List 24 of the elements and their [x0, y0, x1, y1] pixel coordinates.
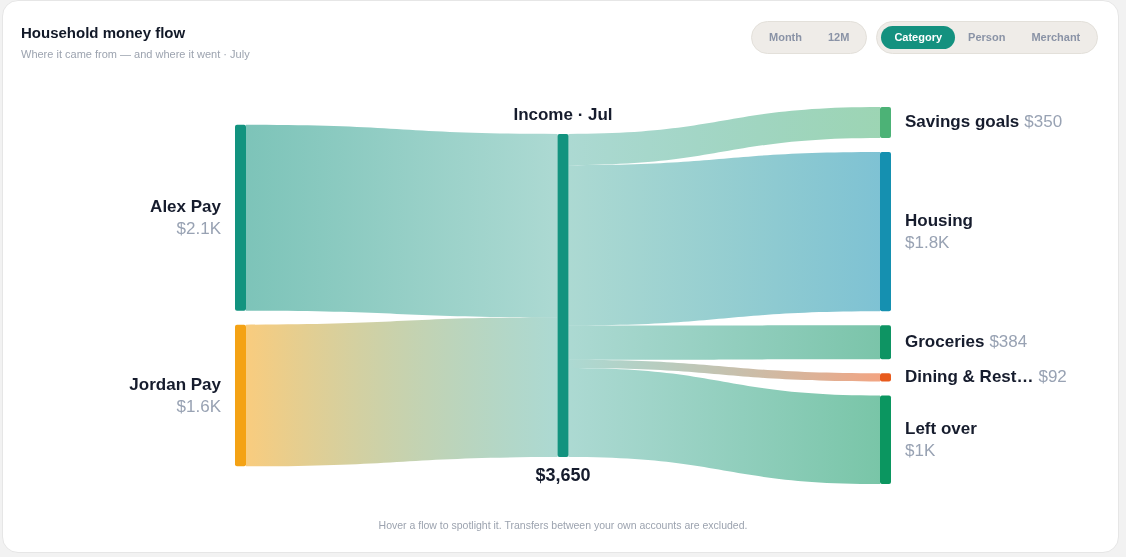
data-label: $1.6K	[176, 397, 222, 417]
text: Where it came from — and where it went · July	[21, 48, 250, 60]
text: Merchant	[1030, 30, 1082, 45]
text: Household money flow	[21, 24, 186, 41]
data-label: $1K	[905, 441, 936, 461]
text: Hover a flow to spotlight it. Transfers between your own accounts are excluded.	[377, 519, 749, 531]
data-label: $3,650	[535, 465, 591, 486]
category-label: Income · Jul	[513, 104, 613, 124]
category-label: Housing	[905, 211, 973, 231]
data-label: $384	[989, 332, 1028, 352]
category-label: Jordan Pay	[129, 375, 222, 395]
text: Month	[768, 30, 803, 45]
category-label: Groceries	[905, 332, 985, 352]
category-label: Savings goals	[905, 112, 1020, 132]
data-label: $350	[1024, 112, 1063, 132]
category-label: Dining & Rest…	[905, 367, 1034, 387]
data-label: $92	[1038, 367, 1067, 387]
text: Person	[967, 30, 1007, 45]
text: 12M	[827, 30, 851, 45]
data-label: $2.1K	[176, 219, 222, 239]
selected-tab: Category	[881, 26, 956, 49]
category-label: Alex Pay	[150, 197, 222, 217]
data-label: $1.8K	[905, 233, 951, 253]
category-label: Left over	[905, 419, 978, 439]
